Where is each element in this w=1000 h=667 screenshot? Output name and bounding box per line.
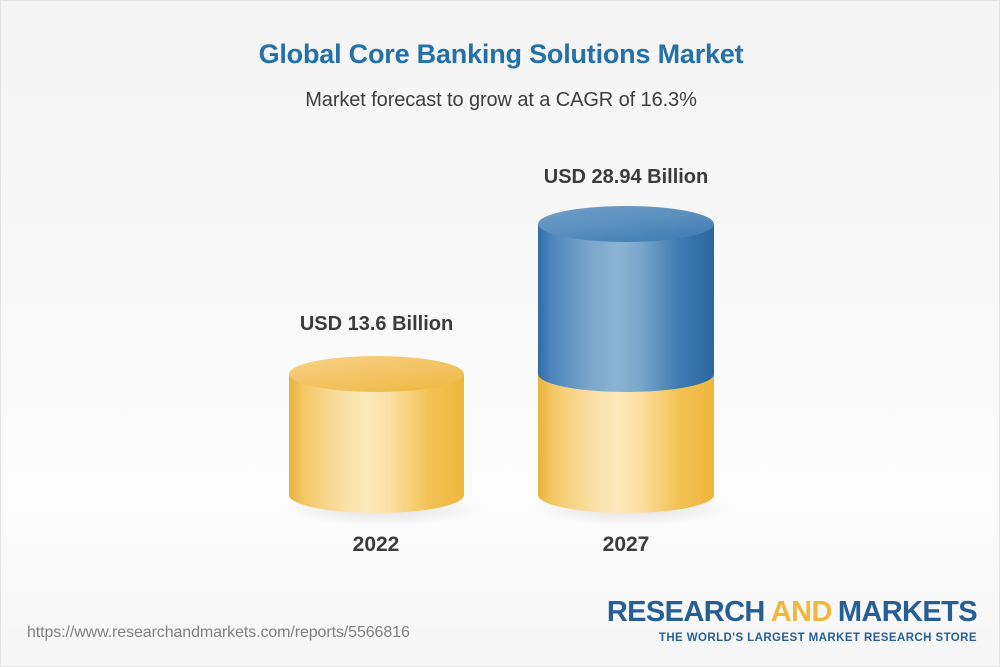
page-title: Global Core Banking Solutions Market [258, 39, 744, 69]
brand-logo[interactable]: RESEARCH AND MARKETS THE WORLD'S LARGEST M… [606, 595, 978, 645]
value-label-2027: USD 28.94 Billion [543, 166, 709, 188]
category-label-2022: 2022 [352, 533, 400, 556]
source-url[interactable]: https://www.researchandmarkets.com/repor… [27, 624, 410, 641]
brand-word-markets: MARKETS [837, 595, 978, 628]
category-label-2027: 2027 [602, 533, 650, 556]
bar-2022 [289, 356, 464, 513]
plot-area: USD 13.6 Billion USD 28.94 Billion 2022 … [1, 1, 1000, 601]
chart-subtitle: Market forecast to grow at a CAGR of 16.… [305, 89, 697, 111]
brand-wordmark: RESEARCH AND MARKETS [606, 595, 978, 628]
brand-word-and: AND [770, 595, 833, 628]
brand-tagline: THE WORLD'S LARGEST MARKET RESEARCH STOR… [658, 631, 977, 644]
bar-2027 [538, 206, 714, 513]
cylinder-chart-graphics [279, 206, 736, 526]
brand-word-research: RESEARCH [606, 595, 766, 628]
value-label-2022: USD 13.6 Billion [299, 313, 454, 335]
